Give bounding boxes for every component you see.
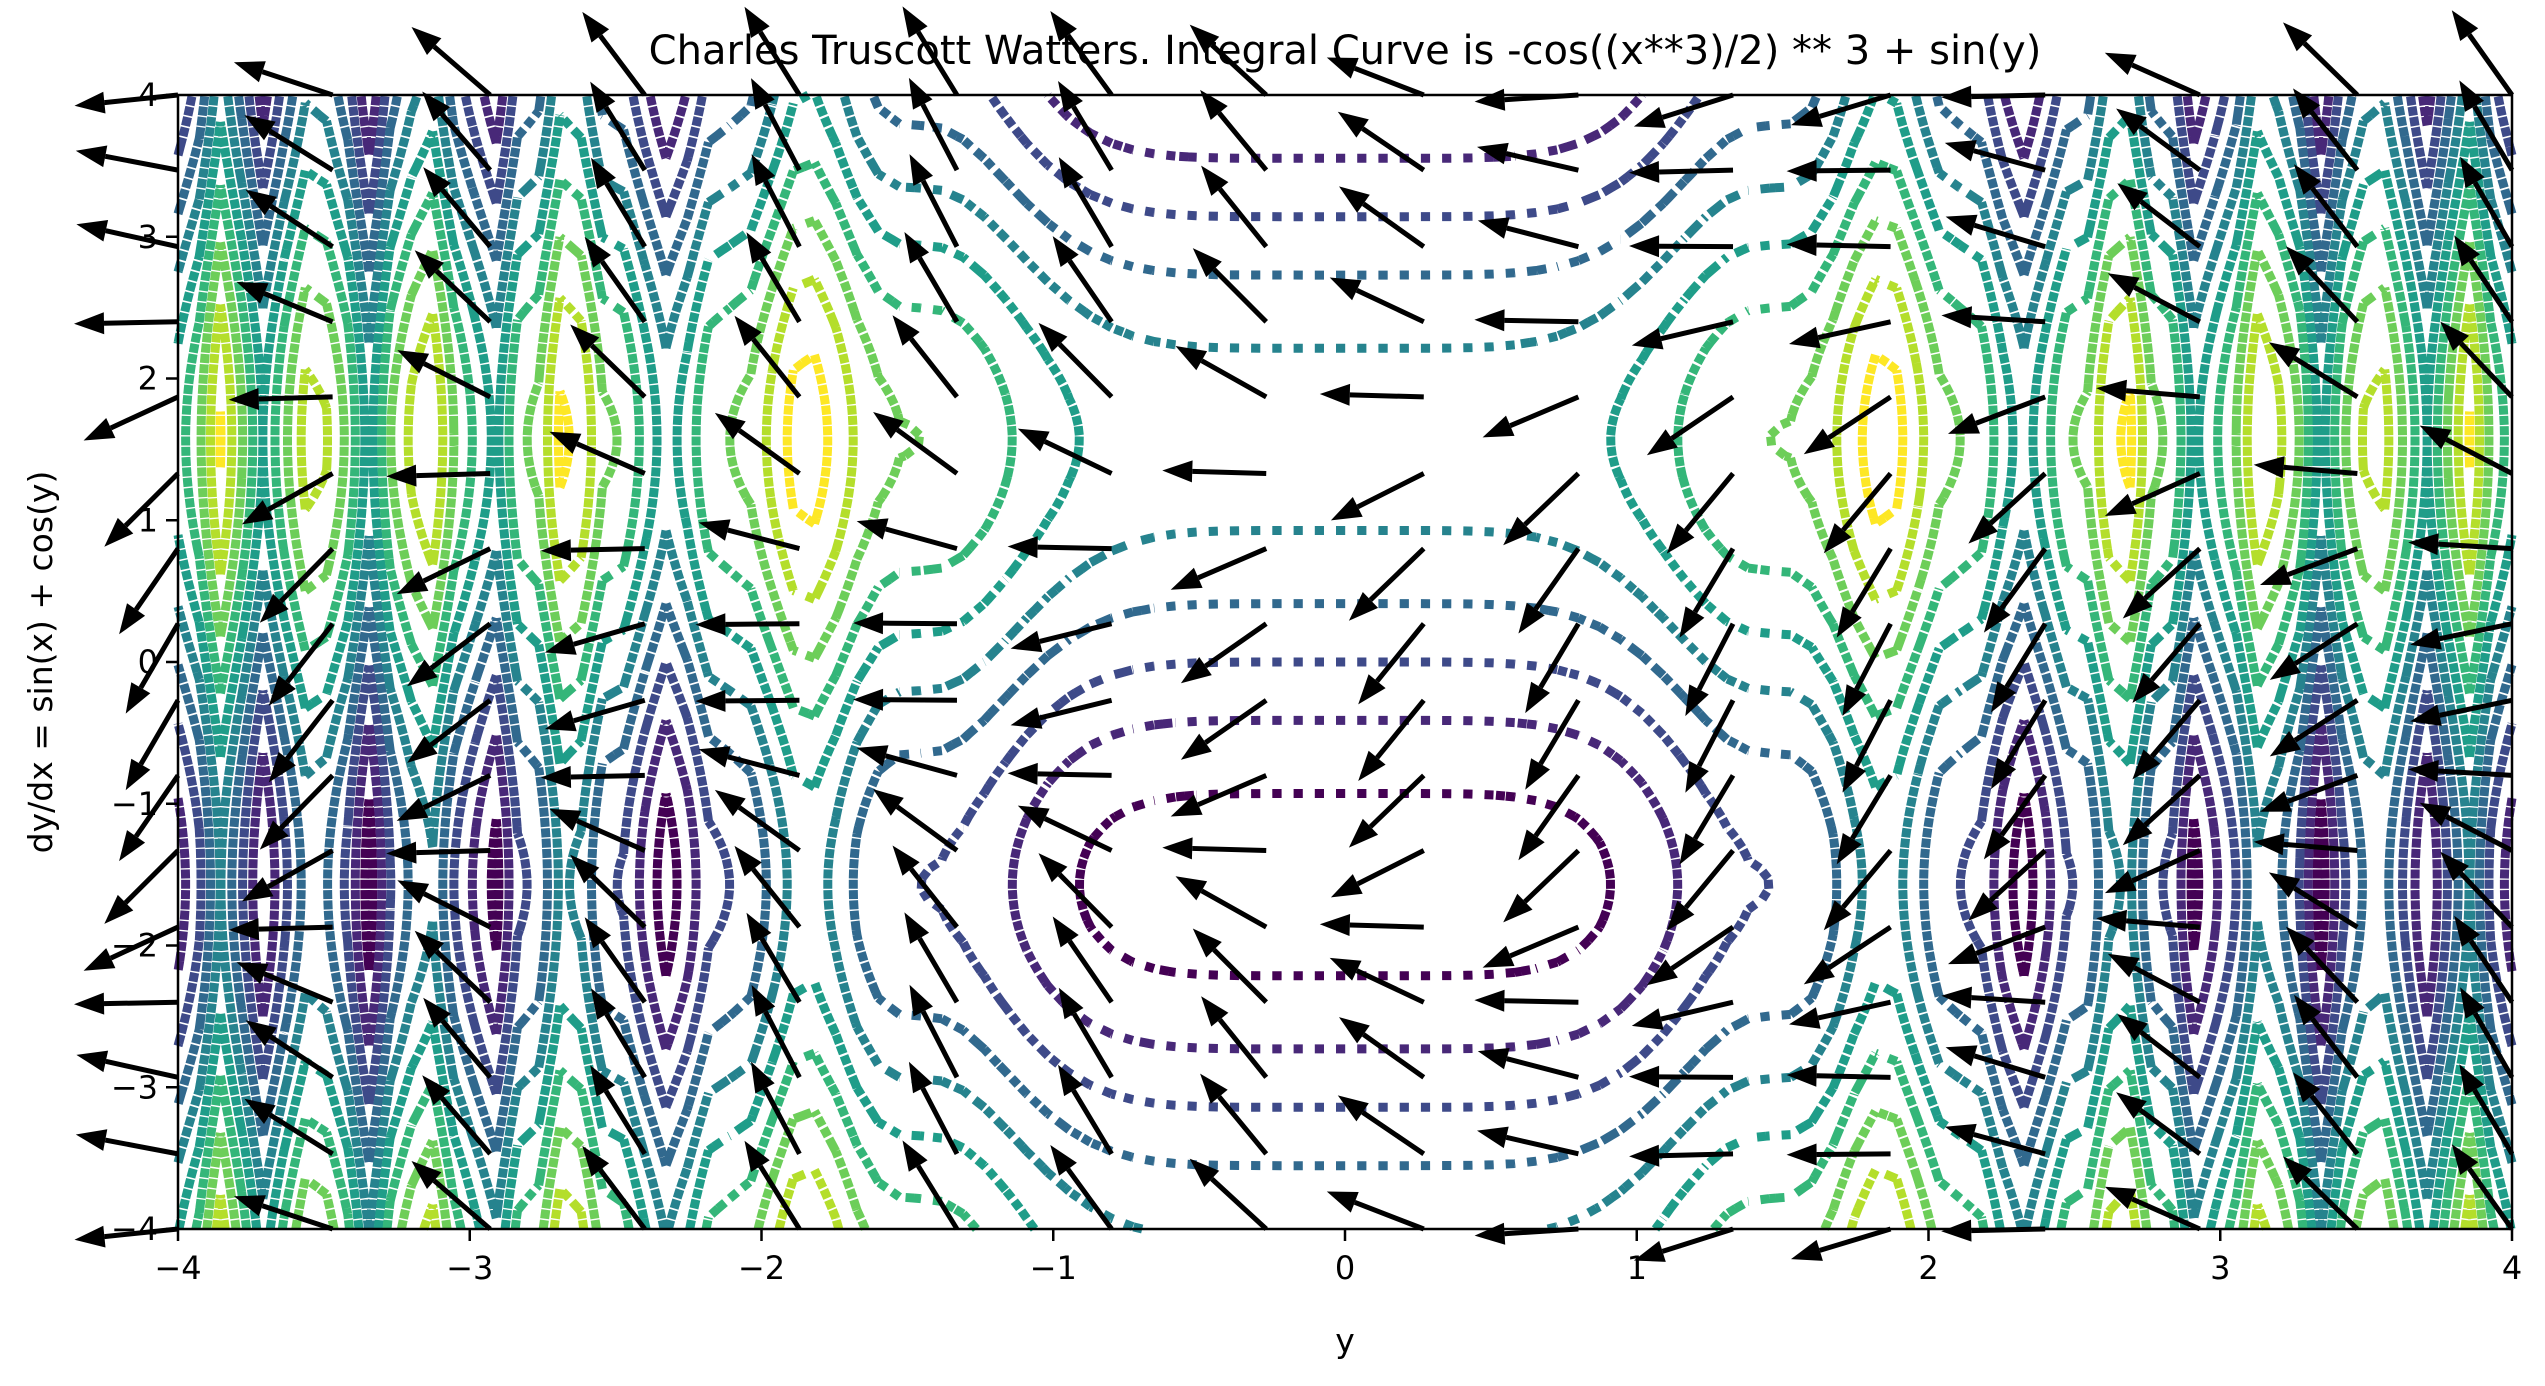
y-axis-label: dy/dx = sin(x) + cos(y) bbox=[21, 471, 60, 854]
x-tick-label: −4 bbox=[154, 1249, 201, 1287]
quiver-arrow-shaft bbox=[1350, 925, 1424, 927]
quiver-arrow-shaft bbox=[883, 623, 957, 624]
x-tick-label: −3 bbox=[446, 1249, 493, 1287]
quiver-arrow-shaft bbox=[416, 851, 490, 853]
x-tick-label: −1 bbox=[1030, 1249, 1077, 1287]
y-tick-label: 3 bbox=[138, 218, 158, 256]
x-tick-label: 2 bbox=[1918, 1249, 1938, 1287]
quiver-arrow-shaft bbox=[1817, 245, 1891, 247]
quiver-arrow-shaft bbox=[1192, 471, 1266, 473]
quiver-arrow-shaft bbox=[416, 473, 490, 475]
quiver-arrow-shaft bbox=[1659, 1154, 1733, 1156]
y-tick-label: −2 bbox=[111, 927, 158, 965]
quiver-arrow-shaft bbox=[571, 549, 645, 551]
quiver-arrow-shaft bbox=[1038, 774, 1112, 776]
x-tick-label: −2 bbox=[738, 1249, 785, 1287]
quiver-arrow-shaft bbox=[1192, 848, 1266, 850]
x-tick-label: 3 bbox=[2210, 1249, 2230, 1287]
quiver-arrow-shaft bbox=[725, 624, 799, 625]
y-tick-label: 0 bbox=[138, 643, 158, 681]
quiver-arrow-shaft bbox=[1817, 170, 1891, 171]
quiver-arrow-shaft bbox=[1038, 547, 1112, 549]
y-tick-label: −4 bbox=[111, 1210, 158, 1248]
quiver-arrow-shaft bbox=[1817, 1154, 1891, 1155]
y-tick-label: −1 bbox=[111, 785, 158, 823]
quiver-arrow-shaft bbox=[1659, 170, 1733, 172]
y-tick-label: 4 bbox=[138, 76, 158, 114]
quiver-arrow-shaft bbox=[571, 775, 645, 777]
quiver-arrow-shaft bbox=[1817, 1076, 1891, 1078]
x-tick-label: 0 bbox=[1335, 1249, 1355, 1287]
x-tick-label: 1 bbox=[1627, 1249, 1647, 1287]
quiver-arrow-shaft bbox=[883, 700, 957, 701]
x-axis-label: y bbox=[1335, 1321, 1355, 1360]
quiver-arrow-shaft bbox=[1504, 320, 1578, 321]
y-tick-label: 2 bbox=[138, 360, 158, 398]
quiver-arrow-shaft bbox=[104, 322, 178, 323]
quiver-arrow-shaft bbox=[725, 700, 799, 701]
x-tick-label: 4 bbox=[2502, 1249, 2522, 1287]
quiver-arrow-shaft bbox=[1350, 395, 1424, 397]
quiver-arrow-shaft bbox=[1504, 1001, 1578, 1002]
y-tick-label: −3 bbox=[111, 1068, 158, 1106]
quiver-arrow-shaft bbox=[104, 1002, 178, 1003]
y-tick-label: 1 bbox=[138, 501, 158, 539]
quiver-arrow-shaft bbox=[259, 927, 333, 929]
quiver-arrow-shaft bbox=[259, 397, 333, 399]
